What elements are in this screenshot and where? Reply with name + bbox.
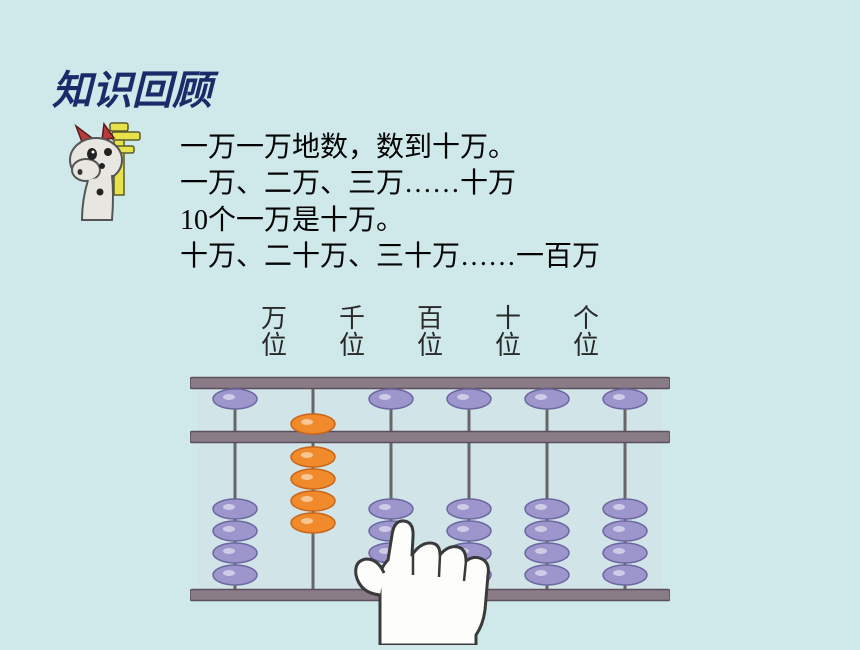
place-label-wan: 万位 (254, 305, 294, 360)
place-label-ge: 个位 (566, 305, 606, 360)
hand-icon (320, 475, 540, 645)
text-line-1: 一万一万地数，数到十万。 (180, 130, 600, 166)
text-line-3: 10个一万是十万。 (180, 203, 600, 239)
review-text-block: 一万一万地数，数到十万。 一万、二万、三万……十万 10个一万是十万。 十万、二… (180, 130, 600, 276)
place-label-qian: 千位 (332, 305, 372, 360)
place-label-shi: 十位 (488, 305, 528, 360)
page-title: 知识回顾 (52, 58, 212, 116)
mascot-horse-icon (52, 120, 152, 230)
place-value-labels: 万位 千位 百位 十位 个位 (180, 305, 680, 360)
text-line-2: 一万、二万、三万……十万 (180, 166, 600, 202)
text-line-4: 十万、二十万、三十万……一百万 (180, 239, 600, 275)
place-label-bai: 百位 (410, 305, 450, 360)
